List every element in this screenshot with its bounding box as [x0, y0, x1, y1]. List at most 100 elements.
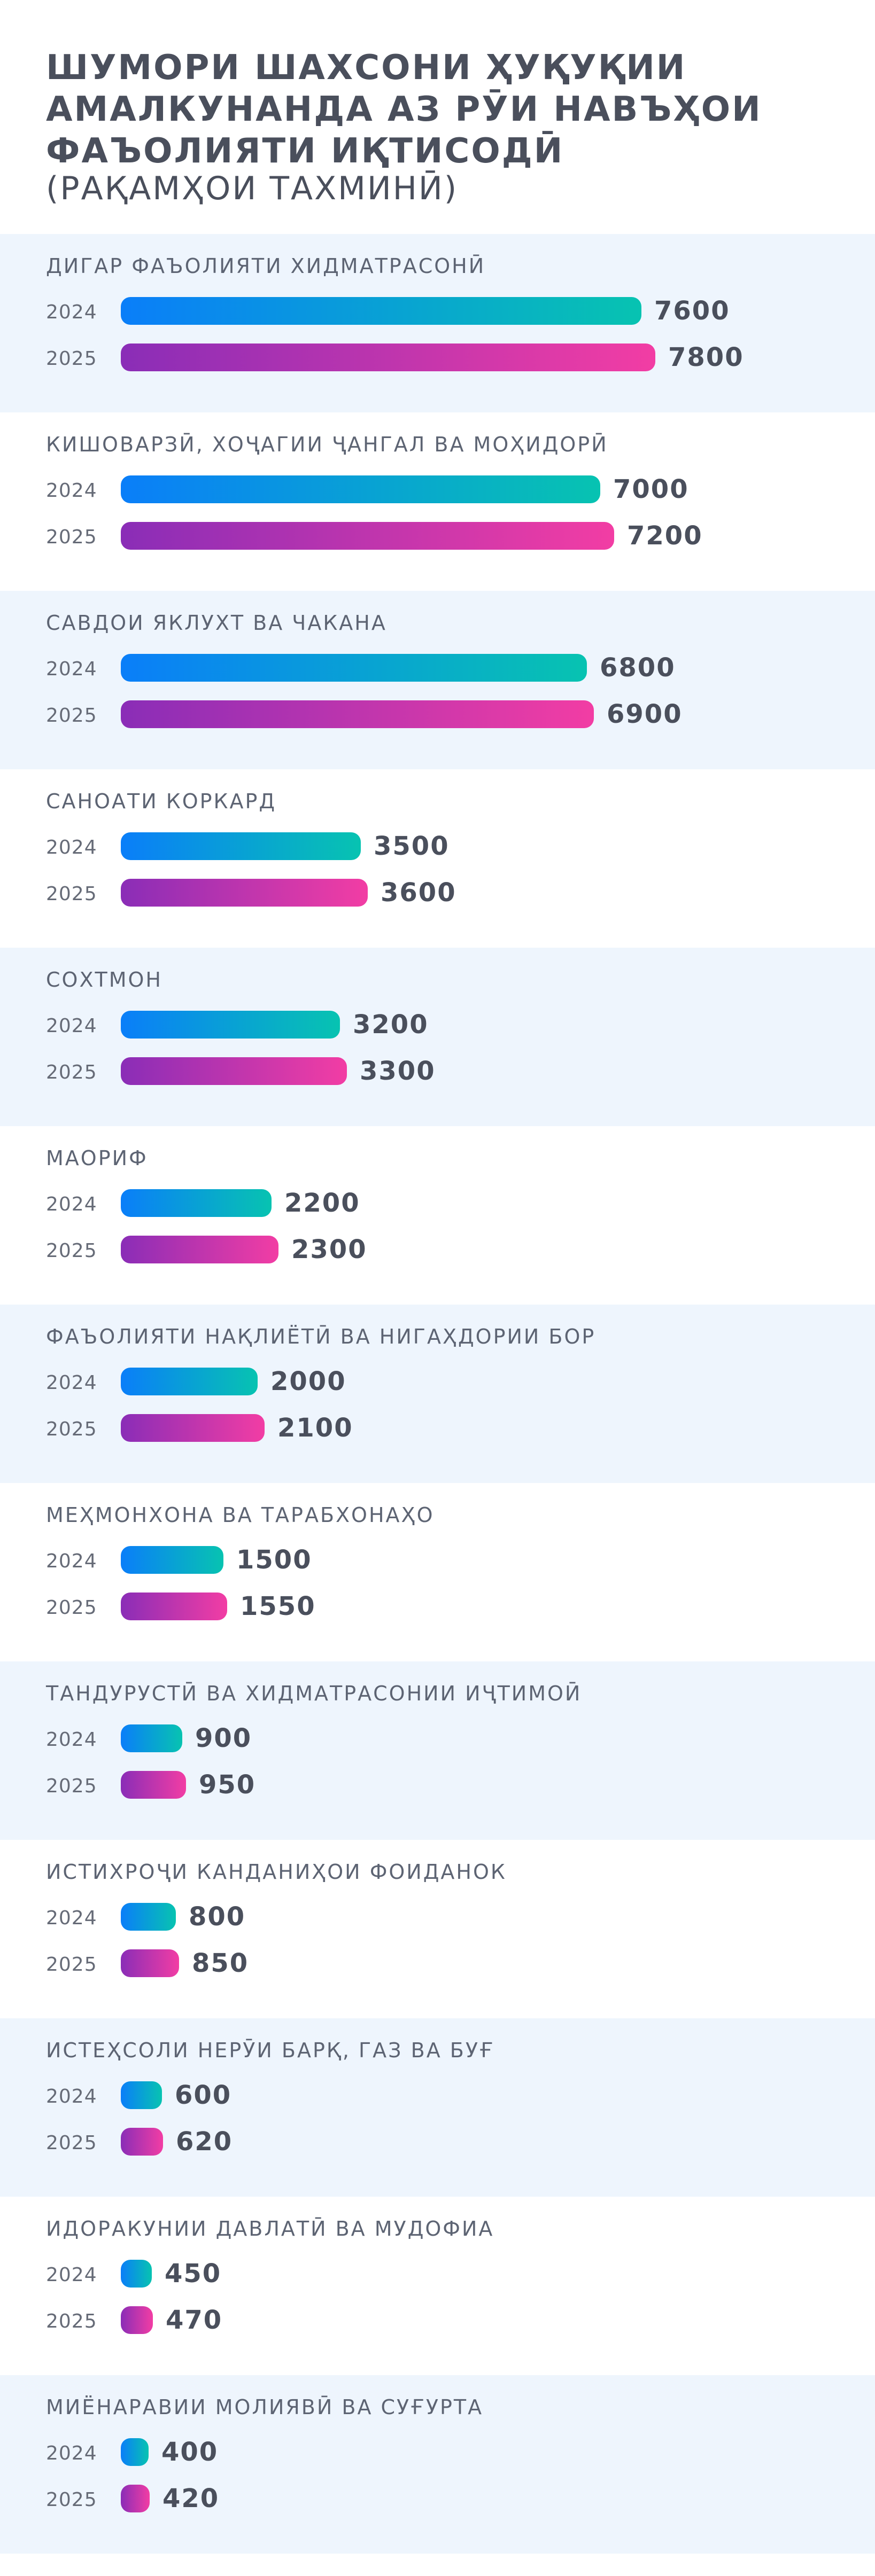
- category-label: САВДОИ ЯКЛУХТ ВА ЧАКАНА: [46, 611, 387, 635]
- data-label: 1500: [236, 1545, 312, 1575]
- data-label: 7200: [627, 521, 703, 551]
- category-section: ТАНДУРУСТӢ ВА ХИДМАТРАСОНИИ ИҶТИМОӢ 2024 9…: [0, 1661, 875, 1840]
- series-label: 2024: [46, 2086, 97, 2107]
- bar-2025: [121, 879, 368, 907]
- bar-row: 2025 850: [0, 1949, 875, 1977]
- data-label: 450: [165, 2259, 222, 2289]
- bar-row: 2024 3200: [0, 1011, 875, 1039]
- category-label: ДИГАР ФАЪОЛИЯТИ ХИДМАТРАСОНӢ: [46, 254, 486, 278]
- chart-subtitle: (РАҚАМҲОИ ТАХМИНӢ): [46, 170, 459, 207]
- bar-row: 2024 7000: [0, 475, 875, 503]
- data-label: 7000: [613, 474, 689, 504]
- bar-2025: [121, 700, 594, 728]
- series-label: 2025: [46, 705, 97, 727]
- category-section: ИСТИХРОҶИ КАНДАНИҲОИ ФОИДАНОК 2024 800 2025…: [0, 1840, 875, 2018]
- bar-2024: [121, 1546, 223, 1574]
- series-label: 2024: [46, 1193, 97, 1215]
- series-label: 2024: [46, 2264, 97, 2286]
- category-label: ИДОРАКУНИИ ДАВЛАТӢ ВА МУДОФИА: [46, 2217, 494, 2241]
- series-label: 2024: [46, 1729, 97, 1751]
- data-label: 420: [162, 2484, 220, 2513]
- category-section: ИСТЕҲСОЛИ НЕРӮИ БАРҚ, ГАЗ ВА БУҒ 2024 600 2…: [0, 2018, 875, 2197]
- series-label: 2024: [46, 2442, 97, 2464]
- chart-header: ШУМОРИ ШАХСОНИ ҲУҚУҚИИ АМАЛКУНАНДА АЗ РӮ…: [0, 0, 875, 234]
- bar-row: 2025 620: [0, 2128, 875, 2156]
- category-section: МЕҲМОНХОНА ВА ТАРАБХОНАҲО 2024 1500 2025 155…: [0, 1483, 875, 1661]
- bar-2025: [121, 1771, 186, 1799]
- series-label: 2025: [46, 348, 97, 370]
- series-label: 2025: [46, 2132, 97, 2154]
- bar-row: 2025 2100: [0, 1414, 875, 1442]
- bar-2025: [121, 522, 614, 550]
- category-label: ФАЪОЛИЯТИ НАҚЛИЁТӢ ВА НИГАҲДОРИИ БОР: [46, 1325, 596, 1348]
- bar-2025: [121, 1057, 347, 1085]
- bar-row: 2024 800: [0, 1903, 875, 1931]
- data-label: 3600: [381, 878, 456, 908]
- data-label: 900: [195, 1723, 252, 1753]
- bar-row: 2024 2200: [0, 1189, 875, 1217]
- bar-chart: ДИГАР ФАЪОЛИЯТИ ХИДМАТРАСОНӢ 2024 7600 2025…: [0, 234, 875, 2554]
- data-label: 2100: [277, 1413, 353, 1443]
- data-label: 800: [189, 1902, 246, 1932]
- data-label: 2200: [284, 1188, 360, 1218]
- bar-2025: [121, 1414, 265, 1442]
- bar-row: 2025 6900: [0, 700, 875, 728]
- category-section: ДИГАР ФАЪОЛИЯТИ ХИДМАТРАСОНӢ 2024 7600 2025…: [0, 234, 875, 412]
- bar-row: 2024 2000: [0, 1368, 875, 1395]
- data-label: 3300: [360, 1056, 436, 1086]
- data-label: 620: [176, 2127, 233, 2157]
- bar-2024: [121, 1368, 258, 1395]
- data-label: 600: [175, 2080, 232, 2110]
- series-label: 2024: [46, 1550, 97, 1572]
- data-label: 950: [199, 1770, 256, 1800]
- series-label: 2024: [46, 301, 97, 323]
- category-label: КИШОВАРЗӢ, ХОҶАГИИ ҶАНГАЛ ВА МОҲИДОРӢ: [46, 433, 608, 456]
- bar-2025: [121, 344, 655, 371]
- bar-2025: [121, 2306, 153, 2334]
- category-section: МИЁНАРАВИИ МОЛИЯВӢ ВА СУҒУРТА 2024 400 2025…: [0, 2375, 875, 2554]
- bar-row: 2025 3600: [0, 879, 875, 907]
- category-section: КИШОВАРЗӢ, ХОҶАГИИ ҶАНГАЛ ВА МОҲИДОРӢ 202…: [0, 412, 875, 591]
- category-label: ТАНДУРУСТӢ ВА ХИДМАТРАСОНИИ ИҶТИМОӢ: [46, 1682, 582, 1705]
- series-label: 2024: [46, 837, 97, 858]
- bar-2024: [121, 475, 600, 503]
- series-label: 2024: [46, 480, 97, 502]
- series-label: 2025: [46, 1597, 97, 1619]
- series-label: 2025: [46, 1775, 97, 1797]
- category-label: ИСТИХРОҶИ КАНДАНИҲОИ ФОИДАНОК: [46, 1860, 507, 1884]
- bar-row: 2025 2300: [0, 1236, 875, 1263]
- bar-row: 2025 950: [0, 1771, 875, 1799]
- category-label: МИЁНАРАВИИ МОЛИЯВӢ ВА СУҒУРТА: [46, 2395, 484, 2419]
- series-label: 2025: [46, 2310, 97, 2332]
- bar-2024: [121, 297, 641, 325]
- data-label: 3200: [353, 1010, 429, 1040]
- category-label: ИСТЕҲСОЛИ НЕРӮИ БАРҚ, ГАЗ ВА БУҒ: [46, 2039, 495, 2062]
- category-section: МАОРИФ 2024 2200 2025 2300: [0, 1126, 875, 1305]
- bar-2024: [121, 1724, 182, 1752]
- data-label: 850: [192, 1948, 249, 1978]
- bar-2024: [121, 1189, 272, 1217]
- bar-2024: [121, 2438, 149, 2466]
- series-label: 2025: [46, 526, 97, 548]
- series-label: 2024: [46, 1015, 97, 1037]
- bar-row: 2025 7800: [0, 344, 875, 371]
- data-label: 1550: [240, 1591, 316, 1621]
- bar-row: 2025 1550: [0, 1593, 875, 1620]
- chart-title: ШУМОРИ ШАХСОНИ ҲУҚУҚИИ АМАЛКУНАНДА АЗ РӮ…: [46, 48, 762, 171]
- bar-2025: [121, 2485, 150, 2512]
- bar-row: 2024 450: [0, 2260, 875, 2288]
- data-label: 6900: [607, 699, 683, 729]
- category-section: САНОАТИ КОРКАРД 2024 3500 2025 3600: [0, 769, 875, 948]
- data-label: 6800: [600, 653, 676, 683]
- bar-row: 2024 7600: [0, 297, 875, 325]
- bar-2025: [121, 2128, 163, 2156]
- data-label: 7600: [654, 296, 730, 326]
- series-label: 2025: [46, 883, 97, 905]
- data-label: 470: [166, 2305, 223, 2335]
- bar-2024: [121, 2260, 152, 2288]
- category-section: СОХТМОН 2024 3200 2025 3300: [0, 948, 875, 1126]
- category-section: ИДОРАКУНИИ ДАВЛАТӢ ВА МУДОФИА 2024 450 2025…: [0, 2197, 875, 2375]
- bar-row: 2024 6800: [0, 654, 875, 682]
- bar-row: 2025 470: [0, 2306, 875, 2334]
- category-section: САВДОИ ЯКЛУХТ ВА ЧАКАНА 2024 6800 2025 6900: [0, 591, 875, 769]
